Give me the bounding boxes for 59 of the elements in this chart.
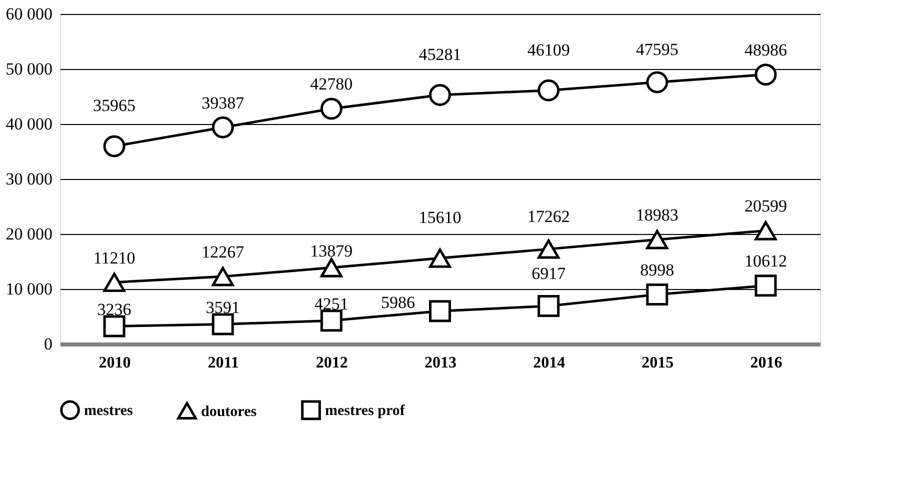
- data-label: 18983: [636, 206, 678, 225]
- point: [538, 79, 560, 102]
- x-tick-label: 2012: [316, 354, 348, 372]
- data-label: 10612: [744, 252, 787, 271]
- y-tick-label: 50 000: [6, 60, 52, 78]
- data-label: 46109: [527, 40, 570, 60]
- data-label: 39387: [202, 93, 245, 112]
- point: [212, 313, 234, 336]
- x-tick-label: 2010: [98, 354, 131, 372]
- data-label: 13879: [310, 242, 353, 261]
- x-tick-label: 2013: [424, 354, 456, 372]
- y-tick-label: 0: [44, 334, 52, 354]
- point: [646, 230, 668, 250]
- y-tick-label: 60 000: [6, 4, 52, 24]
- data-label: 6917: [532, 264, 566, 283]
- data-label: 15610: [418, 208, 462, 228]
- data-label: 8998: [640, 260, 674, 280]
- x-tick-label: 2011: [208, 354, 239, 372]
- data-label: 5986: [381, 293, 415, 312]
- point: [646, 71, 668, 94]
- point: [429, 84, 451, 106]
- data-label: 47595: [636, 40, 678, 60]
- point: [103, 135, 126, 158]
- x-tick-label: 2016: [750, 354, 782, 372]
- data-label: 48986: [744, 40, 787, 60]
- data-label: 42780: [310, 74, 353, 94]
- data-label: 11210: [93, 248, 136, 268]
- legend-label: doutores: [201, 404, 257, 420]
- point: [538, 239, 560, 259]
- point: [103, 272, 126, 292]
- point: [646, 284, 668, 306]
- data-label: 35965: [93, 96, 136, 116]
- point: [320, 98, 342, 120]
- legend-label: mestres: [84, 403, 134, 420]
- x-tick-label: 2014: [533, 354, 566, 372]
- x-tick-label: 2015: [642, 354, 674, 372]
- data-label: 3591: [206, 298, 240, 318]
- point: [429, 300, 451, 322]
- point: [754, 64, 777, 86]
- y-tick-label: 20 000: [6, 224, 52, 244]
- data-label: 12267: [202, 242, 245, 262]
- y-tick-label: 30 000: [6, 170, 52, 188]
- point: [103, 315, 126, 338]
- data-label: 4251: [314, 294, 348, 314]
- point: [320, 310, 342, 332]
- data-label: 17262: [527, 207, 570, 226]
- point: [212, 116, 234, 138]
- point: [429, 248, 451, 268]
- point: [538, 294, 560, 317]
- legend-label: mestres prof: [325, 403, 406, 420]
- y-tick-label: 40 000: [6, 114, 52, 134]
- data-label: 45281: [418, 44, 462, 64]
- point: [754, 221, 777, 240]
- y-tick-label: 10 000: [6, 280, 52, 298]
- data-label: 3236: [97, 300, 132, 320]
- point: [754, 274, 777, 297]
- point: [320, 258, 342, 278]
- point: [212, 266, 234, 286]
- data-label: 20599: [744, 196, 787, 216]
